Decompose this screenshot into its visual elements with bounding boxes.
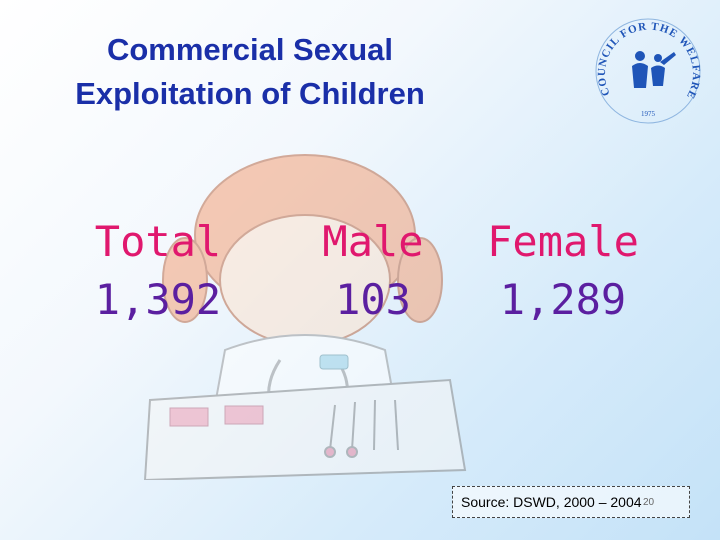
girl-at-desk-illustration <box>143 154 467 480</box>
stat-male-value: 103 <box>335 275 411 324</box>
svg-text:COUNCIL FOR THE WELFARE OF CHI: COUNCIL FOR THE WELFARE OF CHILDREN <box>588 16 702 101</box>
stat-male-label: Male <box>322 217 424 266</box>
stat-total-value: 1,392 <box>94 275 222 324</box>
source-note: Source: DSWD, 2000 – 2004 <box>452 486 690 518</box>
stat-female-value: 1,289 <box>499 275 627 324</box>
slide-title-line-2: Exploitation of Children <box>75 76 425 111</box>
page-number: 20 <box>643 497 655 508</box>
stat-total: Total 1,392 <box>88 213 228 329</box>
logo-children-figures-icon <box>632 51 676 88</box>
cwc-logo: COUNCIL FOR THE WELFARE OF CHILDREN 1975 <box>588 16 702 124</box>
slide-title-line-1: Commercial Sexual <box>106 32 394 67</box>
slide-title: Commercial Sexual Exploitation of Childr… <box>30 28 470 116</box>
stat-female: Female 1,289 <box>478 213 648 329</box>
stat-total-label: Total <box>94 217 222 266</box>
logo-ring-text: COUNCIL FOR THE WELFARE OF CHILDREN <box>588 16 701 101</box>
stat-male: Male 103 <box>313 213 433 329</box>
stat-female-label: Female <box>487 217 639 266</box>
logo-year: 1975 <box>641 110 656 118</box>
